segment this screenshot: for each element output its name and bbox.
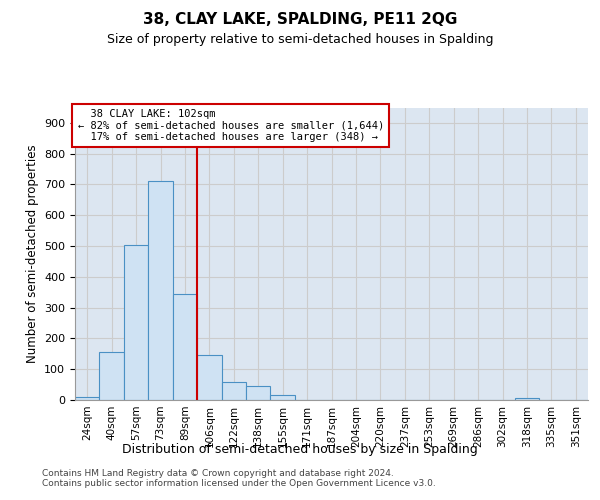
Bar <box>100 352 124 400</box>
Bar <box>246 386 271 400</box>
Text: Contains public sector information licensed under the Open Government Licence v3: Contains public sector information licen… <box>42 478 436 488</box>
Bar <box>75 397 100 400</box>
Y-axis label: Number of semi-detached properties: Number of semi-detached properties <box>26 144 38 363</box>
Bar <box>271 396 295 400</box>
Bar <box>173 294 197 400</box>
Bar <box>148 182 173 400</box>
Text: Size of property relative to semi-detached houses in Spalding: Size of property relative to semi-detach… <box>107 32 493 46</box>
Bar <box>221 382 246 400</box>
Text: 38, CLAY LAKE, SPALDING, PE11 2QG: 38, CLAY LAKE, SPALDING, PE11 2QG <box>143 12 457 28</box>
Bar <box>197 356 221 400</box>
Text: Distribution of semi-detached houses by size in Spalding: Distribution of semi-detached houses by … <box>122 442 478 456</box>
Text: Contains HM Land Registry data © Crown copyright and database right 2024.: Contains HM Land Registry data © Crown c… <box>42 468 394 477</box>
Bar <box>515 398 539 400</box>
Bar <box>124 244 148 400</box>
Text: 38 CLAY LAKE: 102sqm
← 82% of semi-detached houses are smaller (1,644)
  17% of : 38 CLAY LAKE: 102sqm ← 82% of semi-detac… <box>77 109 384 142</box>
